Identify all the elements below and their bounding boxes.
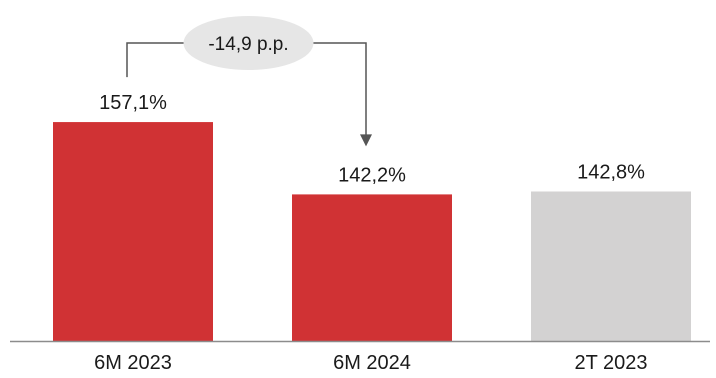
bars-group: [53, 122, 691, 341]
x-tick-label: 6M 2024: [333, 352, 411, 374]
annotation-label: -14,9 p.p.: [208, 34, 288, 55]
value-labels-group: 157,1% 142,2% 142,8%: [99, 92, 645, 186]
bar-2t-2023: [531, 191, 691, 341]
x-tick-label: 2T 2023: [574, 352, 647, 374]
x-tick-label: 6M 2023: [94, 352, 172, 374]
tick-labels-group: 6M 2023 6M 2024 2T 2023: [94, 352, 647, 374]
bar-6m-2023: [53, 122, 213, 341]
bar-6m-2024: [292, 194, 452, 341]
value-label: 157,1%: [99, 92, 167, 114]
value-label: 142,8%: [577, 161, 645, 183]
change-annotation: -14,9 p.p.: [126, 16, 372, 147]
annotation-arrow-head: [360, 134, 372, 147]
annotation-bubble: [183, 16, 314, 70]
value-label: 142,2%: [338, 164, 406, 186]
